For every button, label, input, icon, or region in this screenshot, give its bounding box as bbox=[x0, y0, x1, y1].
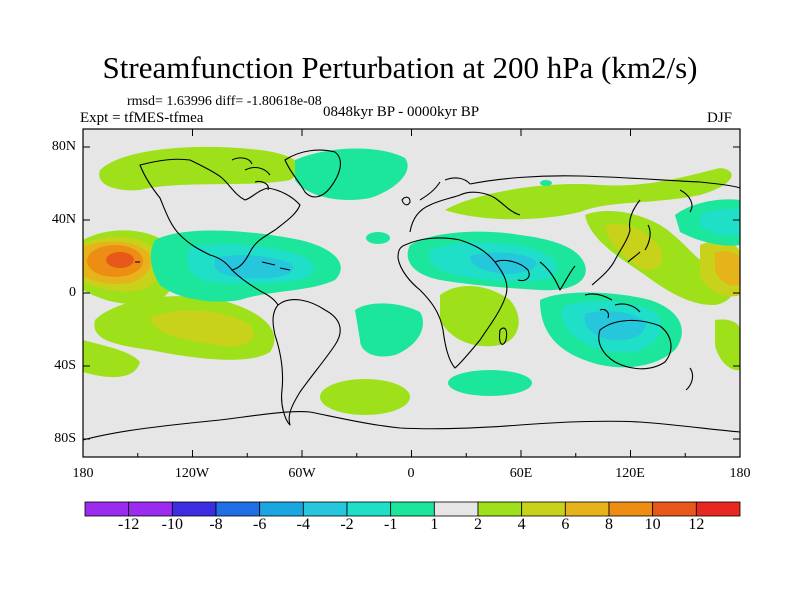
kamchatka-coast bbox=[679, 189, 693, 213]
colorbar-tick-label: 2 bbox=[474, 516, 482, 533]
maritime-continent-coast bbox=[584, 293, 641, 319]
central-america-coast bbox=[231, 269, 279, 306]
north-atlantic-low bbox=[295, 148, 408, 200]
south-atlantic-high bbox=[320, 379, 410, 415]
colorbar-box bbox=[695, 501, 741, 517]
lat-label-80n: 80N bbox=[51, 139, 76, 154]
south-atlantic-low bbox=[355, 303, 423, 357]
north-america-coast bbox=[139, 158, 301, 271]
lon-label-180w: 180 bbox=[72, 466, 94, 481]
coastlines bbox=[83, 149, 740, 441]
period-label: 0848kyr BP - 0000kyr BP bbox=[323, 104, 480, 120]
east-africa-high bbox=[440, 285, 519, 347]
lat-ticks bbox=[83, 146, 740, 440]
lat-label-80s: 80S bbox=[54, 431, 76, 446]
colorbar-tick-label: -8 bbox=[209, 516, 223, 533]
colorbar-tick-label: -10 bbox=[161, 516, 183, 533]
antarctica-coast bbox=[83, 411, 740, 441]
lon-label-60w: 60W bbox=[288, 466, 316, 481]
colorbar-box bbox=[346, 501, 392, 517]
madagascar-coast bbox=[499, 327, 508, 345]
colorbar-box bbox=[433, 501, 479, 517]
colorbar-tick-label: 6 bbox=[561, 516, 570, 533]
colorbar-box bbox=[521, 501, 566, 517]
colorbar-box bbox=[652, 501, 697, 517]
north-pacific-ridge bbox=[99, 146, 300, 191]
arctic-low-spot bbox=[540, 180, 552, 186]
northeast-asia-high-inner bbox=[605, 223, 663, 270]
asia-north-coast bbox=[469, 175, 740, 189]
scandinavia-coast bbox=[419, 177, 471, 201]
negative-anomalies bbox=[150, 148, 740, 396]
central-asia-high bbox=[445, 168, 732, 220]
australia-coast bbox=[598, 319, 672, 370]
south-pacific-west-patch bbox=[83, 340, 140, 378]
central-pacific-high-core bbox=[106, 252, 134, 268]
lon-label-180e: 180 bbox=[729, 466, 751, 481]
lon-ticks bbox=[82, 129, 741, 457]
stats-line: rmsd= 1.63996 diff= -1.80618e-08 bbox=[127, 94, 322, 109]
season-label: DJF bbox=[707, 110, 733, 126]
colorbar-box bbox=[215, 501, 261, 517]
lon-label-120e: 120E bbox=[615, 466, 645, 481]
lat-label-40n: 40N bbox=[51, 212, 76, 227]
lat-label-0: 0 bbox=[69, 285, 76, 300]
colorbar-tick-label: -1 bbox=[383, 516, 398, 533]
arctic-islands bbox=[231, 157, 271, 191]
colorbar-tick-label: -12 bbox=[117, 516, 140, 533]
colorbar-tick-label: -2 bbox=[340, 516, 354, 533]
west-pacific-high-core bbox=[715, 251, 740, 286]
east-asia-coast bbox=[591, 199, 641, 286]
colorbar-box bbox=[171, 501, 217, 517]
colorbar-tick-label: 10 bbox=[644, 516, 661, 533]
colorbar-box bbox=[608, 501, 654, 517]
colorbar-tick-label: 4 bbox=[517, 516, 526, 533]
experiment-label: Expt = tfMES-tfmea bbox=[80, 110, 204, 126]
south-indian-low bbox=[448, 370, 532, 396]
lon-label-120w: 120W bbox=[174, 466, 210, 481]
colorbar-tick-label: -6 bbox=[252, 516, 267, 533]
south-america-coast bbox=[272, 299, 341, 426]
caribbean-islands bbox=[261, 261, 291, 271]
africa-coast bbox=[397, 237, 508, 369]
greenland-coast bbox=[284, 149, 341, 198]
colorbar-box bbox=[259, 501, 304, 517]
colorbar bbox=[84, 501, 741, 517]
north-pacific-low-inner bbox=[700, 208, 740, 236]
map-title: Streamfunction Perturbation at 200 hPa (… bbox=[102, 50, 698, 85]
new-zealand-coast bbox=[685, 367, 694, 391]
colorbar-box bbox=[302, 501, 348, 517]
europe-coast bbox=[409, 191, 521, 233]
lon-label-60e: 60E bbox=[509, 466, 533, 481]
colorbar-box bbox=[390, 501, 435, 517]
colorbar-tick-label: -4 bbox=[296, 516, 310, 533]
colorbar-box bbox=[477, 501, 523, 517]
colorbar-tick-label: 1 bbox=[430, 516, 439, 533]
colorbar-box bbox=[128, 501, 173, 517]
colorbar-box bbox=[564, 501, 610, 517]
lat-label-40s: 40S bbox=[54, 358, 76, 373]
positive-anomalies bbox=[83, 146, 740, 415]
mid-atlantic-low-spot bbox=[366, 232, 390, 244]
lon-label-0: 0 bbox=[407, 466, 415, 481]
british-isles bbox=[401, 196, 411, 206]
japan-coast bbox=[627, 224, 651, 263]
southeast-pacific-patch bbox=[715, 319, 740, 371]
colorbar-tick-label: 8 bbox=[605, 516, 613, 533]
arabia-india-coast bbox=[494, 259, 576, 291]
colorbar-tick-label: 12 bbox=[688, 516, 705, 533]
africa-asia-low-core bbox=[470, 252, 536, 274]
south-pacific-high-inner bbox=[150, 310, 254, 347]
colorbar-box bbox=[84, 501, 130, 517]
